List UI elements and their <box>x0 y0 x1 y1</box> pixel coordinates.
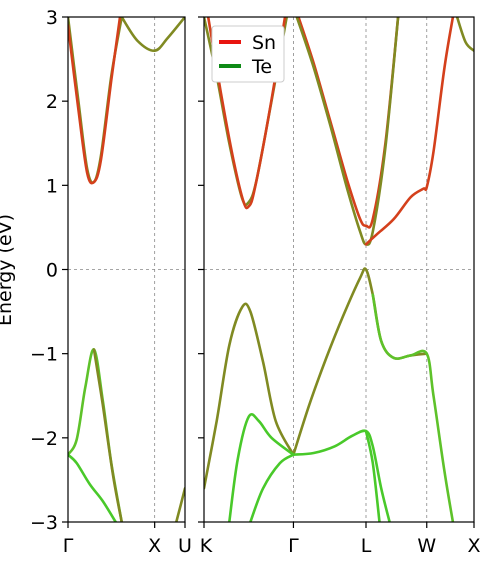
y-tick-label: −1 <box>30 344 58 366</box>
band-line <box>92 348 123 522</box>
x-tick-label: U <box>178 535 192 557</box>
x-tick-label: W <box>417 535 436 557</box>
band-line <box>120 17 185 52</box>
band-line <box>364 17 455 246</box>
y-tick-label: 2 <box>46 91 58 113</box>
band-line <box>206 17 287 210</box>
x-tick-label: Γ <box>288 535 299 557</box>
legend: Sn Te <box>211 25 285 83</box>
band-line <box>68 453 117 522</box>
band-line <box>455 17 474 52</box>
band-line <box>371 293 455 522</box>
panel-frame-left <box>67 16 186 523</box>
band-line <box>68 17 122 185</box>
band-line <box>364 429 381 522</box>
legend-label-te: Te <box>251 56 272 78</box>
x-tick-label: X <box>148 535 161 557</box>
legend-label-sn: Sn <box>252 32 276 54</box>
y-axis-label: Energy (eV) <box>0 214 16 326</box>
band-line <box>295 17 400 246</box>
y-tick-label: 1 <box>46 175 58 197</box>
x-tick-label: K <box>200 535 213 557</box>
y-tick-label: −3 <box>30 512 58 534</box>
band-line <box>204 302 295 490</box>
x-tick-label: Γ <box>63 535 74 557</box>
band-line <box>249 453 295 522</box>
band-line <box>292 267 429 456</box>
x-tick-label: L <box>361 535 372 557</box>
x-tick-label: X <box>467 535 480 557</box>
y-tick-label: −2 <box>30 428 58 450</box>
y-tick-label: 0 <box>46 260 58 282</box>
band-line <box>292 429 391 522</box>
band-line <box>175 487 185 522</box>
band-line <box>228 413 295 522</box>
band-line <box>68 348 123 522</box>
y-tick-label: 3 <box>46 7 58 29</box>
